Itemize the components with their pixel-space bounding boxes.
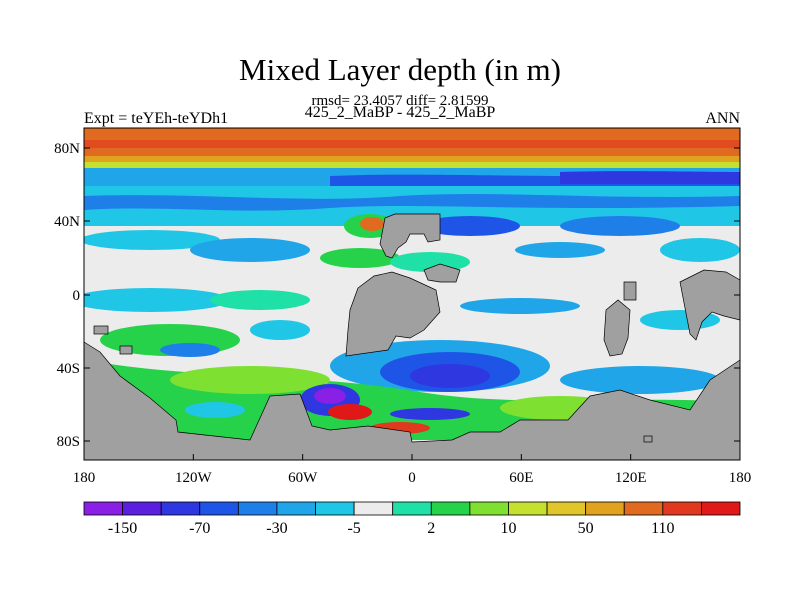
colorbar-swatch [83, 501, 123, 516]
colorbar-swatch [430, 501, 471, 516]
stats-line: rmsd= 23.4057 diff= 2.81599 [311, 93, 489, 109]
colorbar-swatch [237, 501, 278, 516]
colorbar-swatch [585, 501, 625, 516]
colorbar-swatch [392, 501, 432, 516]
latitude-axis: 80N 40N 0 40S 80S [54, 141, 740, 450]
colorbar-swatch [701, 501, 741, 516]
season-label: ANN [705, 110, 740, 127]
colorbar-swatch [469, 501, 509, 516]
colorbar-label: 110 [651, 520, 674, 537]
colorbar-swatch [546, 501, 587, 516]
lat-label: 40S [57, 361, 80, 377]
longitude-axis: 180 120W 60W 0 60E 120E 180 [73, 454, 752, 486]
colorbar-label: -5 [347, 520, 360, 537]
lon-label: 180 [729, 470, 752, 486]
lon-label: 120W [175, 470, 213, 486]
colorbar-swatch [315, 501, 355, 516]
colorbar-swatch [276, 501, 316, 516]
lat-label: 80S [57, 434, 80, 450]
colorbar-label: -70 [189, 520, 210, 537]
experiment-label: Expt = teYEh-teYDh1 [84, 110, 229, 127]
colorbar-swatch [160, 501, 201, 516]
lon-label: 180 [73, 470, 96, 486]
lon-label: 60W [288, 470, 318, 486]
colorbar-swatch [199, 501, 239, 516]
colorbar-label: -30 [266, 520, 287, 537]
lat-label: 80N [54, 141, 80, 157]
colorbar-swatch [623, 501, 664, 516]
figure-title: Mixed Layer depth (in m) [239, 52, 561, 87]
colorbar-swatch [122, 501, 162, 516]
colorbar-label: 2 [427, 520, 435, 537]
lon-label: 60E [509, 470, 533, 486]
colorbar-label: 10 [500, 520, 516, 537]
lat-label: 0 [73, 288, 81, 304]
colorbar-swatch [508, 501, 548, 516]
colorbar-label: 50 [578, 520, 594, 537]
colorbar-swatch [662, 501, 702, 516]
lon-label: 0 [408, 470, 416, 486]
colorbar: -150 -70 -30 -5 2 10 50 110 [83, 501, 741, 537]
map-field [84, 128, 740, 460]
colorbar-swatch [353, 501, 394, 516]
colorbar-label: -150 [108, 520, 137, 537]
lat-label: 40N [54, 214, 80, 230]
figure-subtitle: 425_2_MaBP - 425_2_MaBP [304, 104, 496, 121]
land-mask [84, 213, 740, 460]
lon-label: 120E [615, 470, 647, 486]
